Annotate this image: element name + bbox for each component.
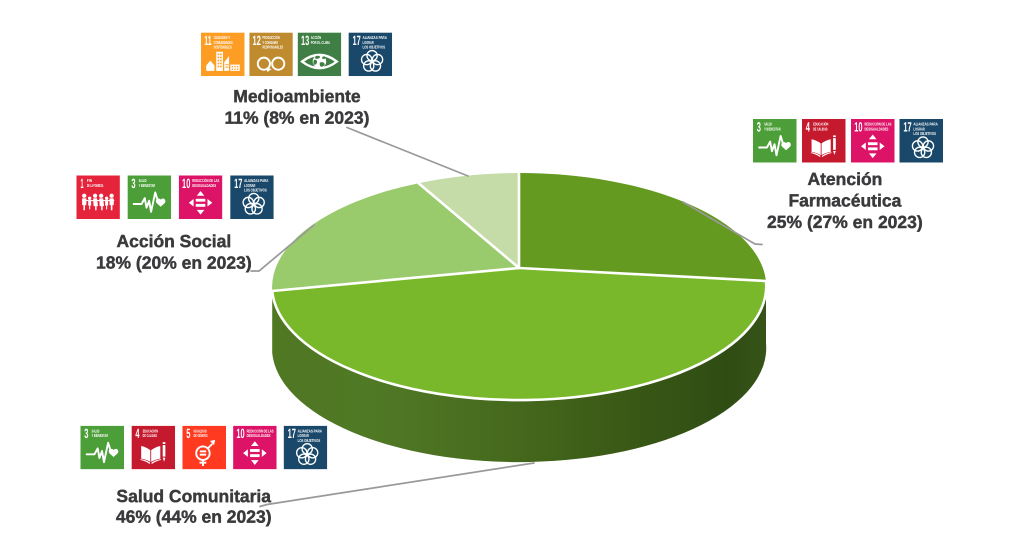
svg-text:Farmacéutica: Farmacéutica <box>788 190 901 210</box>
svg-text:18% (20% en 2023): 18% (20% en 2023) <box>96 253 252 273</box>
svg-text:Medioambiente: Medioambiente <box>233 86 361 106</box>
svg-text:46% (44% en 2023): 46% (44% en 2023) <box>116 507 272 527</box>
svg-text:Acción Social: Acción Social <box>116 231 231 251</box>
svg-text:Atención: Atención <box>807 169 882 189</box>
svg-text:11% (8% en 2023): 11% (8% en 2023) <box>224 108 369 128</box>
svg-text:25% (27% en 2023): 25% (27% en 2023) <box>767 212 923 232</box>
svg-text:Salud Comunitaria: Salud Comunitaria <box>116 486 271 506</box>
